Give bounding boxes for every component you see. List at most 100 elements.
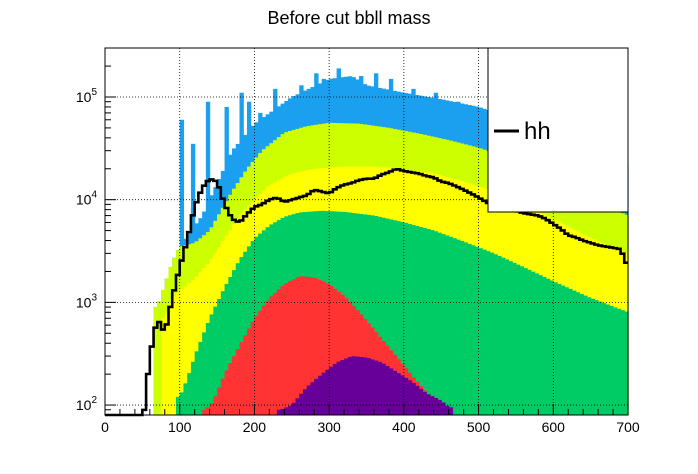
histogram-bar bbox=[601, 303, 607, 415]
histogram-bar bbox=[310, 277, 315, 415]
histogram-bar bbox=[179, 289, 185, 415]
histogram-bar bbox=[467, 243, 472, 415]
histogram-bar bbox=[497, 255, 502, 415]
histogram-bar bbox=[288, 405, 293, 415]
y-tick-label: 104 bbox=[76, 190, 98, 208]
histogram-bar bbox=[575, 292, 581, 415]
histogram-bar bbox=[478, 248, 483, 415]
histogram-bar bbox=[276, 289, 282, 415]
histogram-bar bbox=[594, 300, 599, 415]
y-tick-label: 103 bbox=[76, 292, 98, 310]
histogram-bar bbox=[422, 228, 427, 415]
histogram-bar bbox=[209, 403, 214, 415]
histogram-bar bbox=[194, 276, 199, 415]
chart-title: Before cut bbll mass bbox=[267, 8, 430, 28]
histogram-bar bbox=[459, 240, 465, 415]
histogram-bar bbox=[396, 221, 401, 415]
histogram-bar bbox=[613, 307, 618, 415]
histogram-bar bbox=[437, 232, 442, 415]
histogram-bar bbox=[579, 293, 584, 415]
histogram-bar bbox=[340, 294, 345, 415]
histogram-bar bbox=[175, 396, 181, 415]
histogram-bar bbox=[433, 231, 439, 415]
histogram-bar bbox=[187, 373, 192, 415]
histogram-bar bbox=[392, 370, 397, 415]
histogram-bar bbox=[448, 407, 454, 415]
x-tick-label: 300 bbox=[317, 419, 341, 435]
x-tick-label: 700 bbox=[616, 419, 640, 435]
histogram-bar bbox=[512, 262, 517, 415]
histogram-bar bbox=[175, 292, 181, 415]
histogram-bar bbox=[568, 288, 573, 415]
histogram-bar bbox=[232, 356, 237, 415]
histogram-bar bbox=[187, 283, 192, 415]
histogram-bar bbox=[373, 216, 379, 415]
histogram-bar bbox=[302, 276, 308, 415]
histogram-bar bbox=[418, 388, 424, 415]
histogram-bar bbox=[224, 283, 229, 415]
histogram-bar bbox=[418, 227, 424, 415]
histogram-bar bbox=[452, 238, 457, 415]
histogram-bar bbox=[373, 360, 379, 415]
histogram-bar bbox=[362, 357, 368, 415]
histogram-bar bbox=[190, 280, 196, 415]
histogram-bar bbox=[549, 280, 554, 415]
histogram-bar bbox=[340, 360, 345, 415]
histogram-bar bbox=[306, 385, 312, 415]
histogram-bar bbox=[235, 349, 241, 415]
histogram-bar bbox=[295, 398, 300, 415]
histogram-bar bbox=[351, 356, 356, 415]
histogram-bar bbox=[426, 229, 431, 415]
histogram-bar bbox=[381, 217, 386, 415]
histogram-bar bbox=[377, 216, 383, 415]
histogram-bar bbox=[385, 218, 390, 415]
histogram-bar bbox=[430, 230, 435, 415]
histogram-bar bbox=[190, 361, 196, 415]
histogram-bar bbox=[198, 341, 203, 415]
histogram-bar bbox=[284, 407, 289, 415]
histogram-bar bbox=[571, 290, 577, 415]
histogram-bar bbox=[332, 288, 338, 415]
histogram-bar bbox=[291, 279, 297, 415]
histogram-bar bbox=[220, 378, 226, 415]
histogram-bar bbox=[258, 310, 263, 415]
axes: 0 100 200 300 400 500 600 700 102 103 104 105 bbox=[76, 47, 640, 435]
histogram-bar bbox=[444, 235, 450, 415]
hh-line bbox=[105, 168, 628, 417]
histogram-bar bbox=[441, 234, 446, 415]
histogram-bar bbox=[553, 282, 558, 415]
histogram-bar bbox=[157, 301, 162, 415]
histogram-bar bbox=[205, 407, 211, 415]
histogram-bar bbox=[605, 304, 610, 415]
x-tick-label: 0 bbox=[101, 419, 109, 435]
histogram-bar bbox=[463, 242, 468, 415]
histogram-bar bbox=[523, 268, 528, 415]
histogram-bar bbox=[407, 380, 412, 415]
histogram-bar bbox=[243, 251, 248, 415]
histogram-bar bbox=[527, 269, 532, 415]
histogram-bar bbox=[243, 335, 248, 415]
histogram-bar bbox=[471, 245, 476, 415]
histogram-bar bbox=[202, 409, 207, 415]
histogram-bar bbox=[284, 283, 289, 415]
histogram-bar bbox=[388, 368, 394, 415]
histogram-bar bbox=[276, 409, 282, 415]
histogram-bar bbox=[202, 332, 207, 415]
histogram-bar bbox=[586, 297, 592, 415]
histogram-bar bbox=[314, 378, 319, 415]
histogram-bar bbox=[228, 363, 233, 415]
histogram-bar bbox=[486, 251, 491, 415]
histogram-bar bbox=[519, 266, 524, 415]
histogram-bar bbox=[250, 321, 256, 415]
histogram-bar bbox=[183, 383, 188, 415]
histogram-bar bbox=[407, 223, 412, 415]
histogram-bar bbox=[359, 213, 364, 415]
hh-series-line bbox=[105, 168, 628, 417]
histogram-bar bbox=[220, 291, 226, 415]
histogram-bar bbox=[564, 287, 569, 415]
histogram-bar bbox=[228, 277, 233, 415]
histogram-bar bbox=[336, 361, 341, 415]
legend-label: hh bbox=[524, 118, 551, 145]
histogram-bar bbox=[474, 246, 480, 415]
